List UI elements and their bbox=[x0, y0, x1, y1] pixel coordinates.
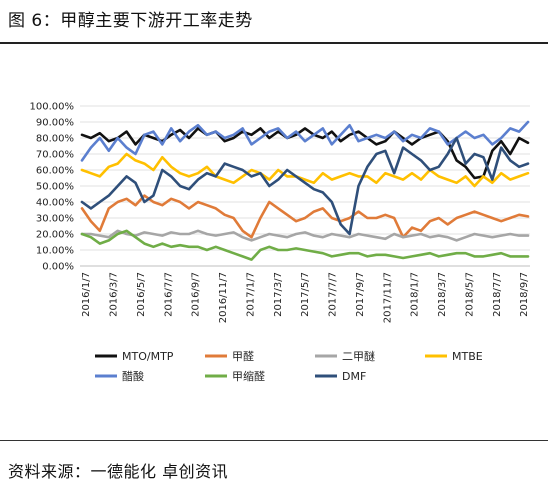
x-tick-label: 2018/1/7 bbox=[410, 272, 421, 317]
series-line bbox=[80, 229, 530, 242]
x-tick-label: 2016/5/7 bbox=[136, 272, 147, 317]
series-line bbox=[80, 229, 530, 261]
x-tick-label: 2018/3/7 bbox=[437, 272, 448, 317]
x-tick-label: 2018/5/7 bbox=[464, 272, 475, 317]
y-tick-label: 10.00% bbox=[36, 246, 74, 257]
y-tick-label: 60.00% bbox=[36, 166, 74, 177]
series-line bbox=[80, 136, 530, 236]
x-tick-label: 2016/11/7 bbox=[218, 272, 229, 323]
legend-label: 醋酸 bbox=[122, 369, 144, 383]
legend-label: 二甲醚 bbox=[342, 349, 375, 363]
x-tick-label: 2016/9/7 bbox=[191, 272, 202, 317]
y-tick-label: 100.00% bbox=[30, 102, 75, 113]
y-tick-label: 70.00% bbox=[36, 150, 74, 161]
series-line bbox=[80, 194, 530, 239]
series-line bbox=[80, 120, 530, 162]
source-caption: 资料来源：一德能化 卓创资讯 bbox=[8, 462, 229, 481]
x-tick-label: 2016/7/7 bbox=[163, 272, 174, 317]
x-tick-label: 2017/11/7 bbox=[382, 272, 393, 323]
x-tick-label: 2017/9/7 bbox=[355, 272, 366, 317]
y-tick-label: 50.00% bbox=[36, 182, 74, 193]
y-tick-label: 0.00% bbox=[42, 262, 74, 273]
x-tick-label: 2017/7/7 bbox=[328, 272, 339, 317]
y-tick-label: 20.00% bbox=[36, 230, 74, 241]
x-tick-label: 2016/3/7 bbox=[109, 272, 120, 317]
y-tick-label: 30.00% bbox=[36, 214, 74, 225]
title-divider bbox=[0, 42, 548, 44]
legend-label: DMF bbox=[342, 370, 366, 383]
legend-label: MTO/MTP bbox=[122, 350, 174, 363]
x-tick-label: 2018/9/7 bbox=[519, 272, 530, 317]
series-line bbox=[80, 127, 530, 180]
legend-label: MTBE bbox=[452, 350, 483, 363]
x-tick-label: 2017/1/7 bbox=[245, 272, 256, 317]
x-tick-label: 2017/5/7 bbox=[300, 272, 311, 317]
x-tick-label: 2016/1/7 bbox=[81, 272, 92, 317]
y-tick-label: 90.00% bbox=[36, 118, 74, 129]
x-tick-label: 2017/3/7 bbox=[273, 272, 284, 317]
y-tick-label: 80.00% bbox=[36, 134, 74, 145]
y-tick-label: 40.00% bbox=[36, 198, 74, 209]
source-divider bbox=[0, 440, 548, 441]
chart-area: 0.00% 10.00% 20.00% 30.00% 40.00% 50.00% 60.00… bbox=[0, 44, 548, 444]
legend-label: 甲缩醛 bbox=[232, 369, 265, 383]
x-tick-label: 2018/7/7 bbox=[492, 272, 503, 317]
legend-label: 甲醛 bbox=[232, 349, 254, 363]
series-line bbox=[80, 152, 530, 188]
figure-title: 图 6：甲醇主要下游开工率走势 bbox=[8, 11, 253, 31]
line-chart: 0.00% 10.00% 20.00% 30.00% 40.00% 50.00% 60.00… bbox=[30, 102, 531, 384]
